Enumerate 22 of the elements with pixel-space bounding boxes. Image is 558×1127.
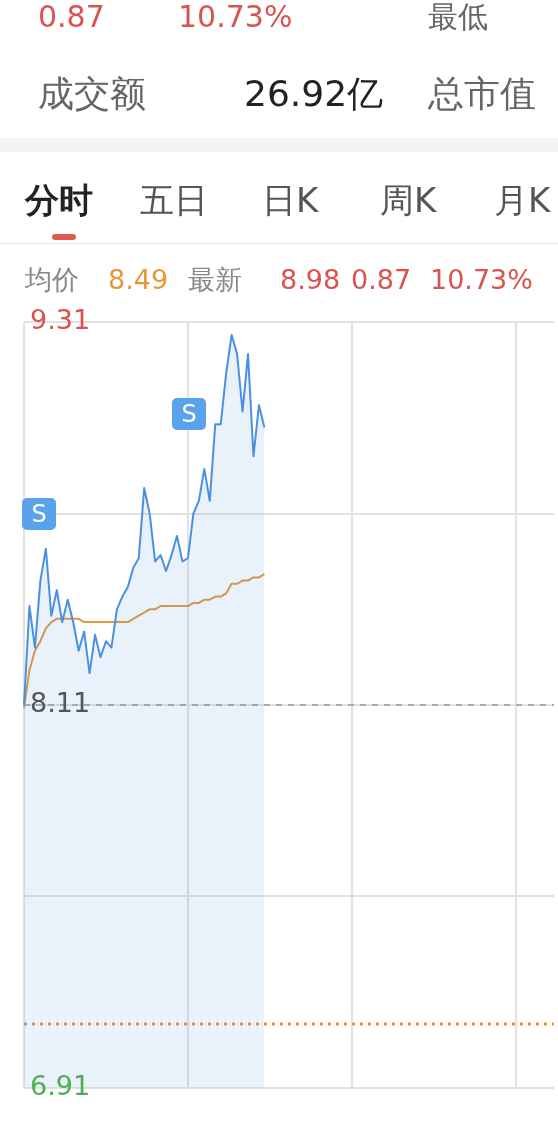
text: 均价 [25, 264, 79, 295]
text: 总市值 [428, 73, 536, 114]
y-tick-label: 8.11 [30, 687, 91, 719]
text: 10.73% [430, 264, 533, 295]
s-badge-icon: S [172, 398, 206, 430]
text: 10.73% [178, 0, 293, 34]
text: 五日 [140, 180, 208, 220]
text: 最新 [188, 264, 242, 295]
text: 分时 [25, 180, 93, 220]
text: 成交额 [38, 73, 146, 114]
text: 日K [262, 180, 319, 220]
s-badge-icon: S [22, 498, 56, 530]
text: 最低 [428, 0, 488, 34]
y-tick-label: 6.91 [30, 1069, 91, 1101]
text: 周K [380, 180, 437, 220]
text: 月K [494, 180, 551, 220]
text: 0.87 [38, 0, 105, 34]
text: 0.87 [351, 264, 412, 295]
text: 8.98 [280, 264, 341, 295]
text: 8.49 [108, 264, 169, 295]
text: 26.92亿 [244, 73, 384, 114]
y-tick-label: 9.31 [30, 304, 91, 336]
